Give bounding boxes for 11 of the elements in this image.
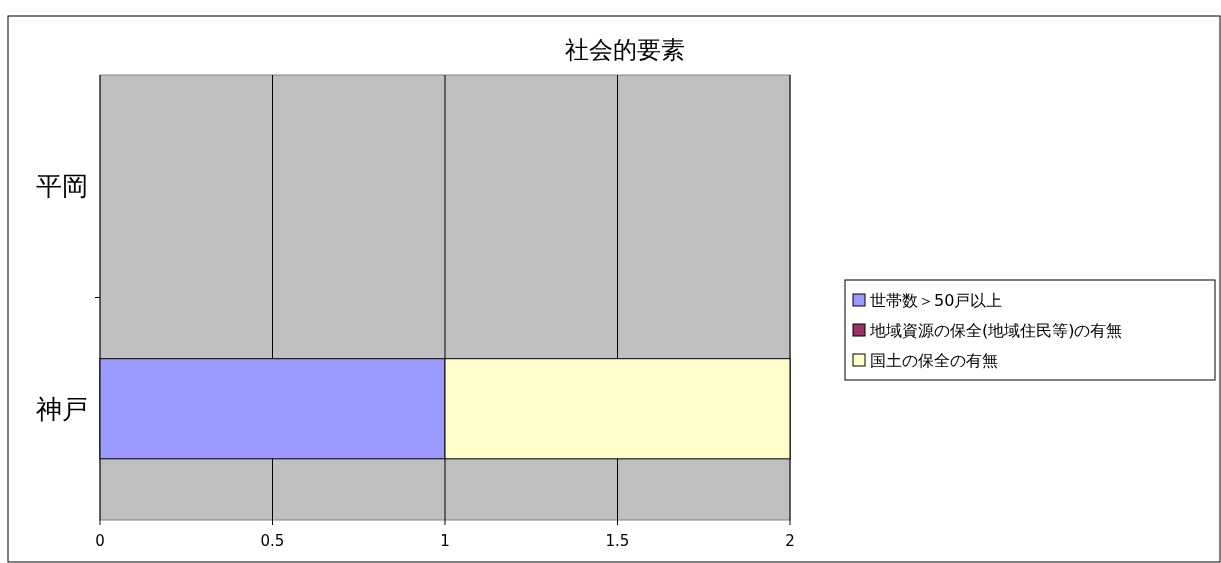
y-tick-label: 神戸 (36, 393, 88, 424)
x-tick-label: 0 (95, 532, 105, 550)
x-tick-label: 0.5 (260, 532, 285, 550)
x-tick-label: 1 (440, 532, 450, 550)
y-tick-label: 平岡 (36, 171, 88, 202)
x-tick-label: 2 (785, 532, 795, 550)
legend-label: 国土の保全の有無 (870, 351, 998, 370)
x-tick-label: 1.5 (605, 532, 630, 550)
chart-title: 社会的要素 (565, 36, 685, 64)
legend-label: 地域資源の保全(地域住民等)の有無 (869, 321, 1123, 340)
legend-label: 世帯数＞50戸以上 (870, 291, 1003, 310)
